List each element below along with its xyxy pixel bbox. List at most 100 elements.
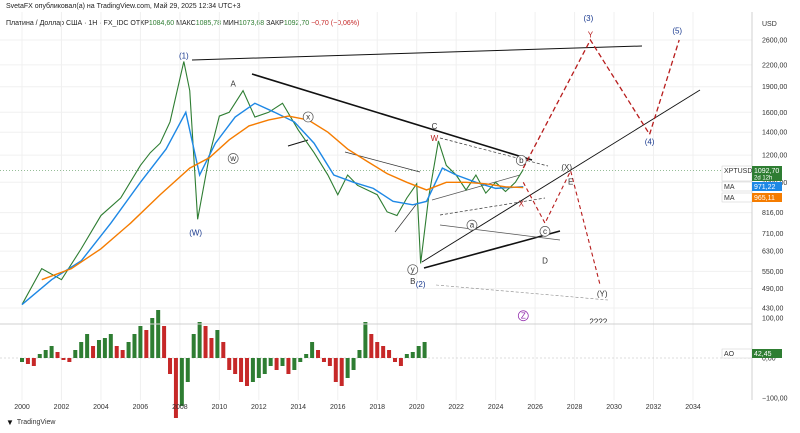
price-tag-countdown: 2d 12h <box>754 176 772 182</box>
ao-bar <box>37 354 42 358</box>
high-value: 1085,78 <box>195 20 222 27</box>
x-tick-label: 2028 <box>567 404 583 411</box>
wave-circle <box>302 111 314 123</box>
wave-circle <box>515 155 527 166</box>
ao-bar <box>227 358 232 370</box>
ao-bar <box>55 352 60 358</box>
minor-line-2 <box>394 201 419 233</box>
ao-bar <box>91 346 96 358</box>
ao-bar <box>410 352 415 358</box>
ao-bar <box>292 358 297 370</box>
ao-bar <box>244 358 249 386</box>
x-tick-label: 2026 <box>527 404 543 411</box>
wave-label-circled: w <box>229 154 236 163</box>
projection-path-up <box>522 38 680 169</box>
x-tick-label: 2030 <box>606 404 622 411</box>
y-tick-label: 1600,00 <box>762 110 787 117</box>
ao-bar <box>392 358 397 362</box>
awesome-oscillator-pane <box>0 310 752 418</box>
x-tick-label: 2022 <box>448 404 464 411</box>
ma-fast-line <box>21 102 524 306</box>
ao-bar <box>327 358 332 366</box>
wave-label: (W) <box>189 228 202 237</box>
ao-bar <box>61 358 66 360</box>
x-tick-label: 2032 <box>646 404 662 411</box>
ao-bar <box>31 358 36 366</box>
wave-label: A <box>230 80 236 89</box>
price-tag-name: AO <box>724 351 735 358</box>
wave-label: D <box>542 256 548 265</box>
ao-bar <box>422 342 427 358</box>
ao-bar <box>120 350 125 358</box>
channel-top <box>431 174 521 201</box>
wave-label: (1) <box>179 51 189 60</box>
x-tick-label: 2016 <box>330 404 346 411</box>
wave-label-circled: a <box>470 221 475 230</box>
price-tag-name: MA <box>724 195 735 202</box>
ao-bar <box>209 338 214 358</box>
axes: 2000 2002 2004 2006 2008 2010 2012 2014 2016 2018… <box>0 12 788 411</box>
ao-bar <box>387 350 392 358</box>
price-series <box>21 61 524 306</box>
ao-bar <box>268 358 273 366</box>
ao-tick-label: −100,00 <box>762 396 788 403</box>
ao-bar <box>369 334 374 358</box>
wave-label: (Y) <box>597 289 608 298</box>
x-tick-label: 2034 <box>685 404 701 411</box>
x-tick-label: 2010 <box>212 404 228 411</box>
y-tick-label: 490,00 <box>762 286 784 293</box>
ao-bar <box>304 354 309 358</box>
x-tick-label: 2014 <box>291 404 307 411</box>
y-tick-label: 816,00 <box>762 210 784 217</box>
ao-bar <box>221 342 226 358</box>
high-label: МАКС <box>176 20 196 27</box>
ao-bar <box>79 342 84 358</box>
wave-label: C <box>432 122 438 131</box>
ao-bar <box>138 326 143 358</box>
ao-tick-label: 100,00 <box>762 316 784 323</box>
price-tag-value-box <box>752 193 782 202</box>
wave-label: (3) <box>584 14 594 23</box>
minor-line-3 <box>287 139 309 147</box>
symbol-name[interactable]: Платина / Доллар США · 1Н · FX_IDC <box>6 20 129 27</box>
wave-label: Y <box>588 31 594 40</box>
price-tag-value-box <box>752 349 782 358</box>
ao-bar <box>43 350 48 358</box>
upper-trendline <box>191 45 643 61</box>
price-tag-value: 42,45 <box>754 351 772 358</box>
wave-label-circled: b <box>519 156 524 165</box>
x-tick-label: 2006 <box>133 404 149 411</box>
long-support-line <box>421 89 701 263</box>
ao-bar <box>404 354 409 358</box>
ao-bar <box>150 318 155 358</box>
x-tick-label: 2008 <box>172 404 188 411</box>
ao-bar <box>215 330 220 358</box>
wave-label: (2) <box>416 280 426 289</box>
ao-bar <box>168 358 173 374</box>
ao-bar <box>233 358 238 374</box>
open-label: ОТКР <box>130 20 149 27</box>
ao-bar <box>280 358 285 366</box>
wave-label: E <box>568 178 573 187</box>
y-tick-label: 630,00 <box>762 249 784 256</box>
ao-bar <box>339 358 344 386</box>
ao-bar <box>321 358 326 362</box>
close-value: 1092,70 <box>283 20 310 27</box>
low-label: МИН <box>222 20 239 27</box>
wave-label: (X) <box>561 163 572 172</box>
y-tick-label: 2200,00 <box>762 62 787 69</box>
tradingview-logo[interactable]: ▼ TradingView <box>6 418 55 427</box>
ao-bar <box>250 358 255 382</box>
wave-label-circled: c <box>543 227 547 236</box>
y-tick-label: 430,00 <box>762 306 784 313</box>
y-tick-label: 1400,00 <box>762 130 787 137</box>
ao-bar <box>398 358 403 366</box>
ao-bar <box>173 358 178 418</box>
ao-tick-label: 0,00 <box>762 356 776 363</box>
ao-bar <box>416 346 421 358</box>
wave-circle <box>539 226 551 237</box>
wave-label-circled: Z <box>521 311 526 320</box>
ao-bar <box>256 358 261 378</box>
